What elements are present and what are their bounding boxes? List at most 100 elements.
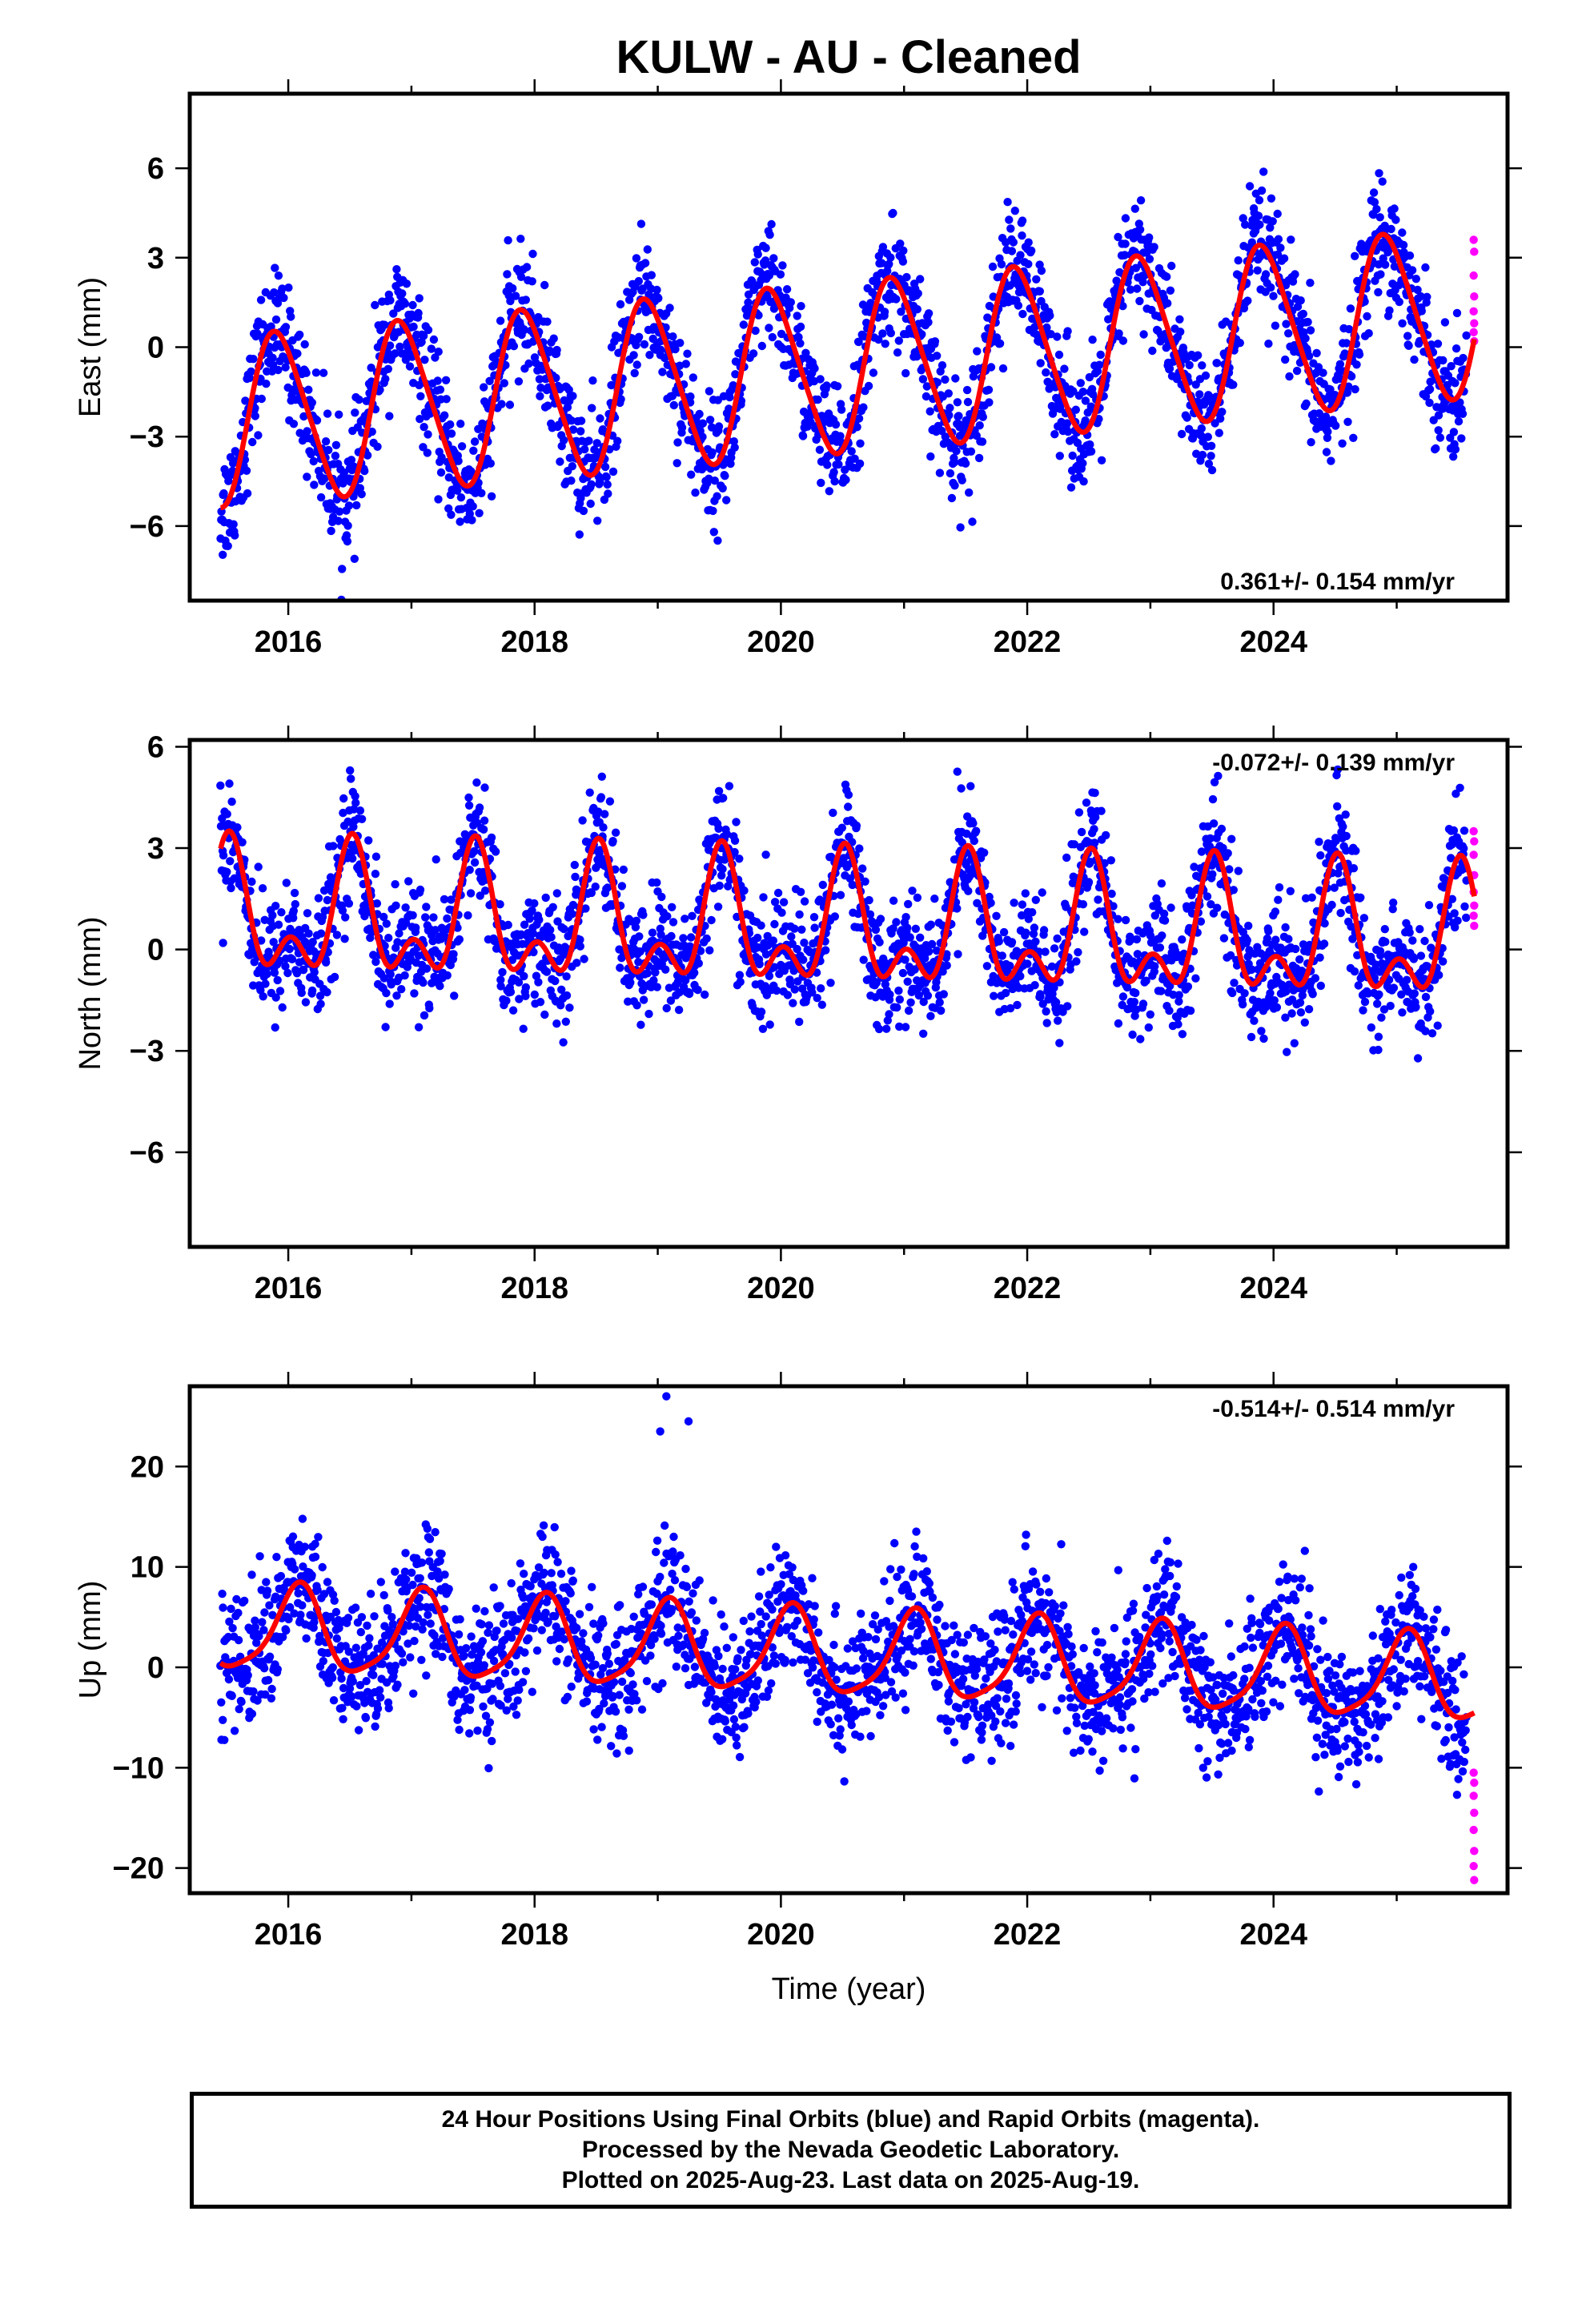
final-orbit-point (1413, 1054, 1423, 1063)
final-orbit-point (1058, 1007, 1067, 1016)
final-orbit-point (327, 526, 335, 536)
final-orbit-point (503, 270, 512, 279)
final-orbit-point (643, 245, 652, 254)
final-orbit-point (422, 964, 432, 973)
final-orbit-point (1276, 243, 1285, 252)
final-orbit-point (1341, 810, 1350, 819)
final-orbit-point (882, 1024, 891, 1033)
final-orbit-point (480, 783, 489, 792)
final-orbit-point (1452, 790, 1460, 798)
final-orbit-point (1347, 372, 1356, 381)
final-orbit-point (572, 959, 581, 967)
final-orbit-point (883, 1016, 893, 1025)
final-orbit-point (530, 899, 539, 908)
final-orbit-point (645, 351, 654, 360)
final-orbit-point (466, 889, 476, 898)
final-orbit-point (1150, 243, 1158, 251)
final-orbit-point (416, 415, 424, 424)
final-orbit-point (409, 322, 418, 332)
ticks (175, 79, 1522, 615)
final-orbit-point (986, 899, 995, 907)
final-orbit-point (1050, 430, 1059, 439)
final-orbit-point (816, 375, 825, 384)
final-orbit-point (970, 836, 979, 846)
final-orbit-point (600, 810, 609, 818)
final-orbit-point (919, 1029, 928, 1039)
final-orbit-point (1322, 448, 1331, 456)
final-orbit-point (1425, 384, 1435, 394)
final-orbit-point (404, 877, 413, 886)
final-orbit-point (737, 396, 746, 405)
final-orbit-point (942, 961, 951, 970)
final-orbit-point (1388, 905, 1397, 914)
final-orbit-point (687, 470, 696, 479)
final-orbit-point (988, 262, 998, 271)
final-orbit-point (1183, 982, 1193, 991)
final-orbit-point (953, 398, 962, 407)
final-orbit-point (1239, 214, 1247, 223)
final-orbit-point (1003, 198, 1012, 207)
final-orbit-point (1327, 900, 1336, 910)
final-orbit-point (1245, 182, 1255, 191)
final-orbit-point (913, 305, 922, 314)
final-orbit-point (386, 970, 395, 979)
final-orbit-point (1283, 1047, 1291, 1056)
final-orbit-point (275, 956, 284, 965)
final-orbit-point (869, 368, 878, 377)
final-orbit-point (516, 930, 526, 939)
final-orbit-point (289, 907, 298, 915)
final-orbit-point (1307, 438, 1315, 447)
final-orbit-point (755, 959, 764, 969)
final-orbit-point (806, 418, 815, 427)
final-orbit-point (1102, 830, 1110, 840)
final-orbit-point (1379, 254, 1387, 263)
final-orbit-point (1447, 895, 1457, 903)
final-orbit-point (1344, 324, 1354, 334)
final-orbit-point (674, 1005, 684, 1015)
final-orbit-point (222, 1668, 231, 1678)
final-orbit-point (1028, 314, 1037, 324)
final-orbit-point (901, 913, 910, 922)
final-orbit-point (691, 489, 700, 497)
final-orbit-point (989, 971, 998, 981)
final-orbit-point (1247, 1032, 1256, 1042)
final-orbit-point (624, 997, 632, 1006)
final-orbit-point (632, 1001, 641, 1010)
final-orbit-point (600, 462, 610, 472)
final-orbit-point (1435, 433, 1445, 442)
final-orbit-point (1024, 915, 1034, 923)
final-orbit-point (632, 360, 641, 369)
final-orbit-point (1197, 847, 1207, 856)
final-orbit-point (673, 459, 681, 468)
final-orbit-point (393, 938, 402, 947)
final-orbit-point (810, 364, 819, 373)
final-orbit-point (748, 277, 757, 286)
final-orbit-point (320, 474, 329, 483)
final-orbit-point (567, 476, 576, 485)
final-orbit-point (540, 280, 549, 290)
final-orbit-point (468, 502, 477, 511)
final-orbit-point (1295, 955, 1304, 964)
final-orbit-point (844, 802, 853, 811)
final-orbit-point (497, 400, 506, 408)
final-orbit-point (227, 797, 236, 806)
final-orbit-point (1192, 449, 1201, 458)
final-orbit-point (243, 489, 252, 498)
final-orbit-point (270, 288, 279, 297)
final-orbit-point (796, 887, 805, 897)
final-orbit-point (1090, 788, 1099, 798)
x-tick-label: 2016 (255, 625, 323, 659)
final-orbit-point (596, 477, 604, 486)
final-orbit-point (1023, 959, 1032, 968)
final-orbit-point (639, 911, 648, 919)
final-orbit-point (926, 1011, 935, 1021)
final-orbit-point (662, 1003, 671, 1013)
final-orbit-point (580, 444, 589, 454)
final-orbit-point (649, 976, 658, 985)
final-orbit-point (485, 376, 494, 385)
final-orbit-point (1315, 953, 1324, 962)
final-orbit-point (262, 380, 271, 388)
final-orbit-point (772, 986, 781, 995)
final-orbit-point (978, 437, 987, 446)
y-tick-label: 3 (147, 832, 164, 866)
